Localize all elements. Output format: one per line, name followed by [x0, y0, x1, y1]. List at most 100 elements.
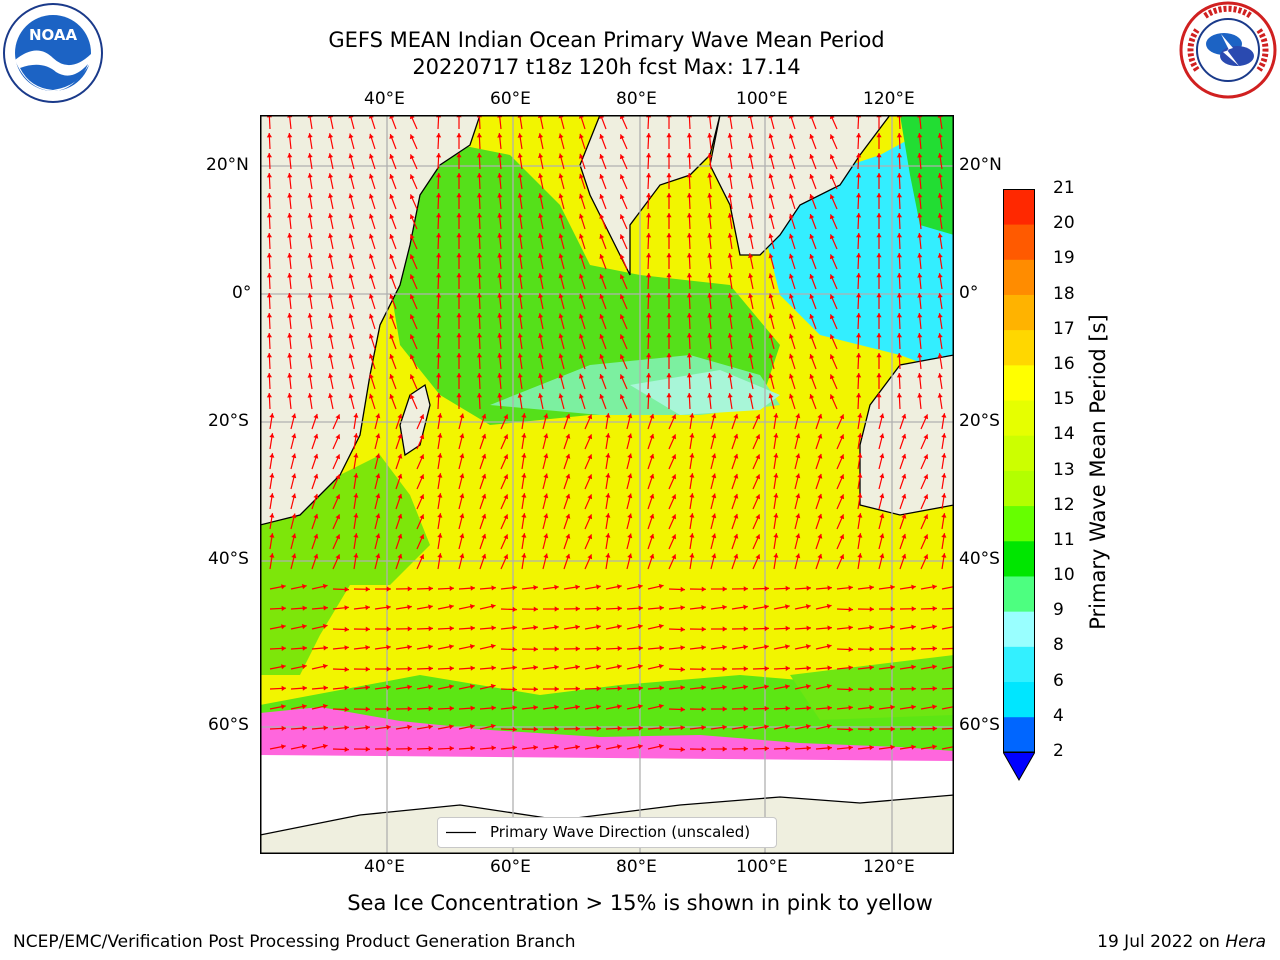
wave-direction-arrowhead [856, 333, 862, 338]
wave-direction-arrowhead [521, 553, 527, 558]
wave-direction-arrowhead [605, 473, 611, 478]
wave-direction-arrowhead [389, 154, 395, 159]
wave-direction-arrowhead [389, 194, 395, 199]
wave-direction-arrowhead [743, 746, 748, 752]
wave-direction-arrowhead [869, 745, 874, 751]
wave-direction-arrowhead [764, 706, 769, 712]
wave-direction-arrowhead [785, 625, 790, 631]
wave-direction-arrowhead [596, 646, 601, 652]
wave-direction-arrowhead [768, 333, 774, 339]
wave-direction-arrowhead [521, 533, 527, 538]
wave-direction-arrowhead [937, 133, 943, 138]
wave-direction-arrowhead [817, 453, 823, 459]
wave-direction-arrowhead [456, 153, 462, 158]
wave-direction-arrowhead [281, 685, 286, 691]
wave-direction-arrowhead [512, 705, 517, 711]
wave-direction-arrowhead [558, 353, 564, 359]
wave-direction-arrowhead [543, 453, 549, 459]
wave-direction-arrowhead [517, 373, 523, 378]
wave-direction-arrowhead [638, 685, 643, 691]
wave-direction-arrowhead [335, 534, 341, 540]
wave-direction-arrowhead [543, 533, 549, 539]
wave-direction-arrowhead [409, 394, 415, 400]
wave-direction-arrowhead [619, 154, 625, 160]
wave-direction-arrowhead [456, 393, 462, 398]
wave-direction-arrowhead [917, 273, 923, 278]
wave-direction-arrowhead [512, 686, 517, 692]
wave-direction-arrow [941, 746, 954, 750]
wave-direction-arrowhead [658, 583, 664, 589]
wave-direction-arrowhead [937, 233, 943, 238]
wave-direction-arrowhead [512, 745, 517, 751]
wave-direction-arrowhead [437, 433, 443, 438]
wave-direction-arrowhead [748, 193, 754, 199]
wave-direction-arrowhead [533, 705, 538, 711]
wave-direction-arrowhead [829, 294, 835, 300]
wave-direction-arrowhead [575, 606, 580, 612]
wave-direction-arrowhead [497, 233, 503, 238]
wave-direction-arrowhead [809, 354, 815, 359]
wave-direction-arrowhead [848, 625, 853, 631]
wave-direction-arrowhead [449, 705, 454, 711]
wave-direction-arrowhead [876, 273, 882, 278]
wave-direction-arrowhead [941, 433, 947, 438]
wave-direction-arrowhead [856, 173, 862, 178]
wave-direction-arrowhead [869, 726, 874, 732]
wave-direction-arrowhead [785, 724, 790, 730]
wave-direction-arrowhead [365, 706, 370, 712]
wave-direction-arrowhead [727, 273, 733, 278]
wave-direction-arrowhead [456, 353, 462, 358]
wave-direction-arrowhead [722, 644, 727, 650]
wave-direction-arrowhead [578, 133, 584, 139]
wave-direction-arrowhead [901, 513, 907, 519]
wave-direction-arrowhead [686, 313, 692, 318]
wave-direction-arrowhead [619, 294, 625, 300]
wave-direction-arrowhead [533, 686, 538, 692]
wave-direction-arrowhead [857, 473, 863, 478]
wave-direction-arrowhead [785, 644, 790, 650]
wave-direction-arrowhead [805, 724, 811, 730]
wave-direction-arrowhead [348, 193, 354, 199]
wave-direction-arrowhead [817, 433, 823, 439]
wave-direction-arrowhead [809, 234, 815, 239]
wave-direction-arrowhead [554, 744, 559, 750]
wave-direction-arrowhead [876, 393, 882, 398]
land-madagascar [399, 383, 431, 457]
wave-direction-arrowhead [829, 354, 835, 360]
wave-direction-arrowhead [856, 233, 862, 238]
wave-direction-arrowhead [896, 213, 902, 218]
wave-direction-arrowhead [322, 663, 328, 669]
wave-direction-arrowhead [266, 373, 272, 378]
wave-direction-arrowhead [287, 313, 293, 318]
wave-direction-arrowhead [686, 133, 692, 138]
wave-direction-arrowhead [788, 213, 794, 219]
wave-direction-arrowhead [538, 333, 544, 339]
wave-direction-arrowhead [896, 273, 902, 278]
wave-direction-arrowhead [856, 153, 862, 158]
wave-direction-arrowhead [768, 353, 774, 359]
wave-direction-arrowhead [839, 534, 845, 540]
wave-direction-arrowhead [599, 274, 605, 279]
wave-direction-arrowhead [533, 726, 538, 732]
wave-direction-arrowhead [795, 433, 801, 439]
wave-direction-arrowhead [686, 273, 692, 278]
wave-direction-arrowhead [829, 254, 835, 260]
wave-direction-arrowhead [533, 745, 538, 751]
wave-direction-arrowhead [826, 603, 832, 609]
wave-direction-arrowhead [937, 193, 943, 198]
wave-direction-arrowhead [266, 133, 272, 138]
wave-direction-arrowhead [313, 473, 319, 479]
wave-direction-arrowhead [323, 725, 328, 731]
wave-direction-arrowhead [848, 585, 853, 591]
wave-direction-arrowhead [397, 553, 403, 559]
wave-direction-arrowhead [932, 584, 937, 590]
wave-direction-arrowhead [666, 193, 672, 198]
wave-direction-arrowhead [348, 373, 354, 379]
wave-direction-arrowhead [937, 273, 943, 278]
wave-direction-arrowhead [646, 373, 652, 378]
wave-direction-arrowhead [711, 493, 717, 499]
wave-direction-arrowhead [917, 153, 923, 158]
wave-direction-arrowhead [711, 553, 717, 559]
wave-direction-arrowhead [941, 493, 947, 498]
wave-direction-arrowhead [596, 584, 601, 590]
